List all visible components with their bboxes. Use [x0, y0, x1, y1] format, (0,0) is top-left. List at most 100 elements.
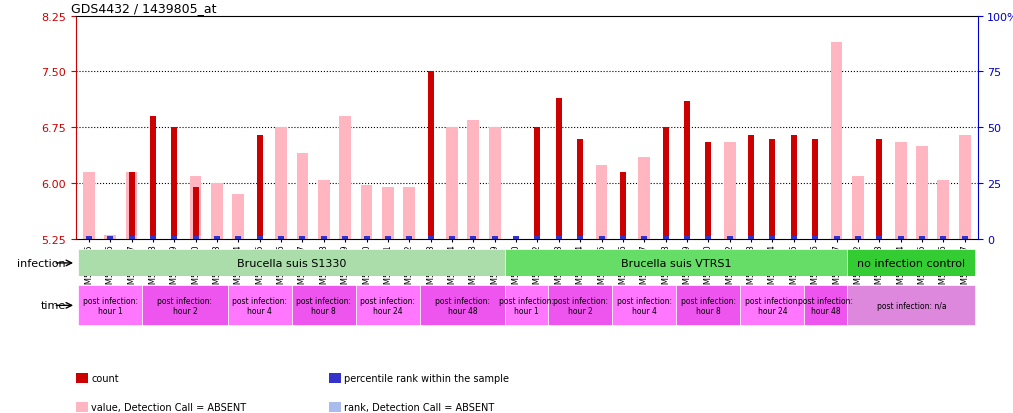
Bar — [677, 286, 741, 325]
Bar — [535, 128, 540, 240]
Bar — [403, 188, 415, 240]
Bar — [812, 237, 819, 240]
Bar — [514, 237, 519, 240]
Bar — [467, 121, 479, 240]
Bar — [427, 237, 434, 240]
Text: post infection:
hour 1: post infection: hour 1 — [83, 296, 138, 315]
Bar — [171, 128, 177, 240]
Bar — [548, 286, 612, 325]
Text: post infection:
hour 8: post infection: hour 8 — [681, 296, 735, 315]
Text: post infection:
hour 1: post infection: hour 1 — [499, 296, 554, 315]
Bar — [599, 237, 605, 240]
Bar — [83, 173, 94, 240]
Bar — [684, 237, 690, 240]
Bar — [577, 237, 583, 240]
Bar — [959, 135, 970, 240]
Bar — [78, 250, 505, 277]
Bar — [192, 237, 199, 240]
Bar — [321, 237, 327, 240]
Bar — [961, 237, 967, 240]
Bar — [791, 237, 797, 240]
Bar — [812, 139, 819, 240]
Bar — [129, 173, 135, 240]
Bar — [741, 286, 804, 325]
Bar — [916, 147, 928, 240]
Text: post infection:
hour 4: post infection: hour 4 — [617, 296, 672, 315]
Text: GDS4432 / 1439805_at: GDS4432 / 1439805_at — [72, 2, 217, 15]
Bar — [940, 237, 946, 240]
Bar — [126, 173, 138, 240]
Bar — [638, 158, 650, 240]
Bar — [446, 128, 458, 240]
Bar — [804, 286, 847, 325]
Bar — [535, 237, 540, 240]
Bar — [228, 286, 292, 325]
Text: Brucella suis S1330: Brucella suis S1330 — [237, 258, 346, 268]
Bar — [620, 173, 626, 240]
Text: Brucella suis VTRS1: Brucella suis VTRS1 — [621, 258, 731, 268]
Bar — [235, 237, 241, 240]
Bar — [684, 102, 690, 240]
Text: post infection:
hour 8: post infection: hour 8 — [296, 296, 352, 315]
Bar — [748, 237, 754, 240]
Text: post infection:
hour 24: post infection: hour 24 — [361, 296, 415, 315]
Text: post infection:
hour 2: post infection: hour 2 — [157, 296, 213, 315]
Bar — [663, 128, 669, 240]
Bar — [256, 135, 262, 240]
Bar — [342, 237, 348, 240]
Bar — [339, 117, 352, 240]
Bar — [78, 286, 142, 325]
Bar — [705, 143, 711, 240]
Bar — [852, 176, 864, 240]
Bar — [232, 195, 244, 240]
Bar — [361, 185, 373, 240]
Text: post infection:
hour 2: post infection: hour 2 — [553, 296, 608, 315]
Text: rank, Detection Call = ABSENT: rank, Detection Call = ABSENT — [344, 402, 494, 412]
Bar — [663, 237, 669, 240]
Bar — [406, 237, 412, 240]
Text: post infection:
hour 24: post infection: hour 24 — [745, 296, 800, 315]
Bar — [556, 98, 562, 240]
Bar — [898, 237, 904, 240]
Bar — [382, 188, 394, 240]
Text: post infection:
hour 4: post infection: hour 4 — [232, 296, 288, 315]
Bar — [279, 237, 284, 240]
Bar — [724, 143, 735, 240]
Bar — [641, 237, 647, 240]
Bar — [705, 237, 711, 240]
Bar — [142, 286, 228, 325]
Bar — [791, 135, 797, 240]
Bar — [847, 286, 976, 325]
Bar — [104, 236, 116, 240]
Bar — [107, 237, 113, 240]
Bar — [834, 237, 840, 240]
Bar — [449, 237, 455, 240]
Bar — [292, 286, 356, 325]
Bar — [171, 237, 177, 240]
Bar — [491, 237, 497, 240]
Text: no infection control: no infection control — [857, 258, 965, 268]
Bar — [256, 237, 262, 240]
Bar — [556, 237, 562, 240]
Text: time: time — [41, 301, 66, 311]
Bar — [470, 237, 476, 240]
Bar — [505, 250, 847, 277]
Bar — [318, 180, 329, 240]
Bar — [770, 139, 775, 240]
Bar — [577, 139, 583, 240]
Bar — [211, 184, 223, 240]
Bar — [276, 128, 287, 240]
Bar — [150, 117, 156, 240]
Bar — [612, 286, 677, 325]
Bar — [748, 135, 754, 240]
Bar — [385, 237, 391, 240]
Bar — [297, 154, 308, 240]
Bar — [505, 286, 548, 325]
Bar — [620, 237, 626, 240]
Bar — [831, 43, 843, 240]
Text: infection: infection — [17, 258, 66, 268]
Bar — [770, 237, 775, 240]
Text: value, Detection Call = ABSENT: value, Detection Call = ABSENT — [91, 402, 246, 412]
Bar — [919, 237, 925, 240]
Bar — [86, 237, 92, 240]
